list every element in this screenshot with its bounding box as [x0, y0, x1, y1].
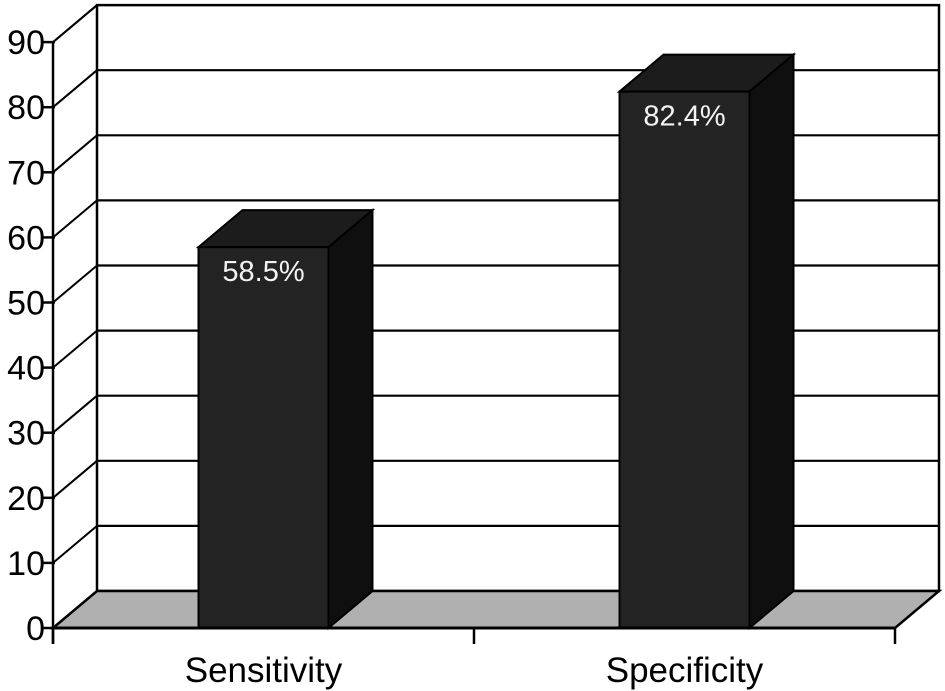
x-category-labels: Sensitivity Specificity: [185, 651, 764, 690]
bar-sensitivity: 58.5%: [195, 208, 376, 631]
gridlines: [97, 69, 939, 528]
category-label-sensitivity: Sensitivity: [185, 651, 343, 690]
y-tick-label: 90: [7, 24, 45, 62]
bar-specificity: 82.4%: [616, 52, 797, 631]
y-tick-label: 60: [7, 219, 45, 257]
y-axis-top-diagonal: [52, 4, 98, 43]
y-tick-depth-line: [52, 460, 98, 499]
y-tick-depth-line: [52, 134, 98, 174]
y-tick-label: 80: [7, 89, 45, 127]
y-tick-depth-line: [52, 69, 98, 108]
x-axis-ticks: [51, 628, 897, 644]
y-tick-label: 20: [7, 480, 45, 518]
y-tick-label: 30: [7, 415, 45, 453]
chart-floor: [49, 589, 943, 630]
y-tick-depth-line: [52, 394, 98, 434]
y-tick-depth-line: [52, 199, 98, 239]
y-tick-label: 50: [7, 285, 45, 323]
y-axis-ticks: 0 10 20 30 40 50 60 70 80 90: [7, 4, 98, 648]
bar-front-face: [618, 90, 751, 629]
bar-side-face: [327, 208, 374, 631]
bars: 58.5% 82.4%: [195, 52, 797, 631]
bar-front-face: [197, 246, 330, 629]
bar-value-label: 58.5%: [222, 256, 304, 288]
y-tick-label: 40: [7, 350, 45, 388]
bar-side-face: [748, 52, 795, 631]
y-tick-depth-line: [52, 329, 98, 369]
y-tick-depth-line: [52, 590, 98, 629]
y-tick-label: 10: [7, 545, 45, 583]
y-tick-label: 70: [7, 154, 45, 192]
y-tick-label: 0: [26, 610, 45, 648]
category-label-specificity: Specificity: [606, 651, 764, 690]
y-tick-depth-line: [52, 525, 98, 564]
bar-value-label: 82.4%: [643, 101, 725, 133]
y-tick-depth-line: [52, 264, 98, 304]
